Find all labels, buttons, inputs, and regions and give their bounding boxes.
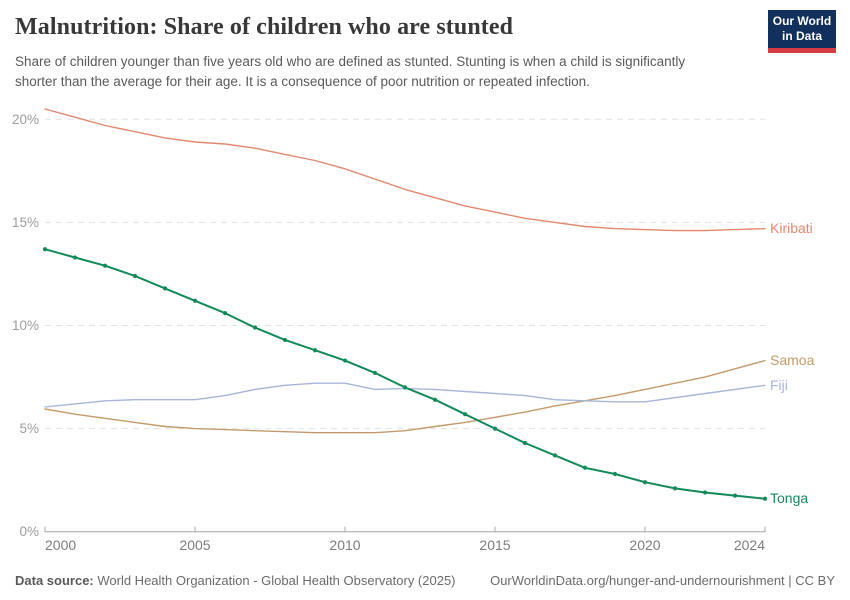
series-point-tonga-2007[interactable] [252,325,258,330]
data-source-text: World Health Organization - Global Healt… [93,573,456,588]
series-point-tonga-2017[interactable] [552,453,558,458]
series-point-tonga-2016[interactable] [522,440,528,446]
subtitle-line-1: Share of children younger than five year… [15,54,686,69]
data-source: Data source: World Health Organization -… [15,573,456,588]
series-point-tonga-2014[interactable] [462,412,468,417]
series-line-tonga[interactable] [44,248,766,500]
series-label-kiribati[interactable]: Kiribati [770,220,813,236]
owid-logo[interactable]: Our World in Data [768,10,836,53]
y-axis-label-5: 5% [19,421,39,436]
series-label-tonga[interactable]: Tonga [770,490,808,506]
series-point-tonga-2006[interactable] [222,311,228,316]
series-point-tonga-2002[interactable] [102,263,108,268]
series-line-samoa[interactable] [44,359,766,434]
footer-link[interactable]: OurWorldinData.org/hunger-and-undernouri… [490,573,835,588]
owid-logo-text: Our World in Data [768,10,836,48]
x-axis-label-2010: 2010 [329,537,360,553]
y-axis-label-20: 20% [12,112,39,127]
y-axis-label-0: 0% [19,524,39,539]
x-axis-label-2005: 2005 [179,537,210,553]
series-line-kiribati[interactable] [44,108,766,232]
series-point-tonga-2019[interactable] [612,471,618,477]
series-point-tonga-2012[interactable] [402,385,408,390]
series-point-tonga-2008[interactable] [282,337,288,343]
series-point-tonga-2009[interactable] [312,348,318,353]
series-point-tonga-2005[interactable] [192,298,198,303]
series-point-tonga-2023[interactable] [732,493,738,498]
series-point-tonga-2010[interactable] [342,358,348,363]
data-source-label: Data source: [15,573,94,588]
page-title: Malnutrition: Share of children who are … [15,14,514,40]
y-axis-label-10: 10% [12,318,39,333]
subtitle-line-2: shorter than the average for their age. … [15,74,590,89]
series-point-tonga-2000[interactable] [42,247,48,252]
series-point-tonga-2021[interactable] [672,486,678,491]
series-point-tonga-2001[interactable] [72,255,78,260]
series-point-tonga-2024[interactable] [762,496,768,501]
x-axis-label-2024: 2024 [734,537,765,553]
x-axis-label-2020: 2020 [629,537,660,553]
x-axis-label-2015: 2015 [479,537,510,553]
series-point-tonga-2018[interactable] [582,465,588,470]
chart-footer: Data source: World Health Organization -… [15,573,835,588]
series-point-tonga-2022[interactable] [702,490,708,495]
series-label-fiji[interactable]: Fiji [770,377,788,393]
series-point-tonga-2020[interactable] [642,480,648,485]
series-point-tonga-2011[interactable] [372,370,378,376]
page-subtitle: Share of children younger than five year… [15,52,760,92]
series-point-tonga-2013[interactable] [432,397,438,402]
series-point-tonga-2015[interactable] [492,426,498,431]
y-axis-label-15: 15% [12,215,39,230]
x-axis-label-2000: 2000 [45,537,76,553]
owid-logo-red-bar [768,48,836,53]
series-point-tonga-2004[interactable] [162,286,168,291]
series-point-tonga-2003[interactable] [132,273,138,279]
series-label-samoa[interactable]: Samoa [770,352,815,368]
